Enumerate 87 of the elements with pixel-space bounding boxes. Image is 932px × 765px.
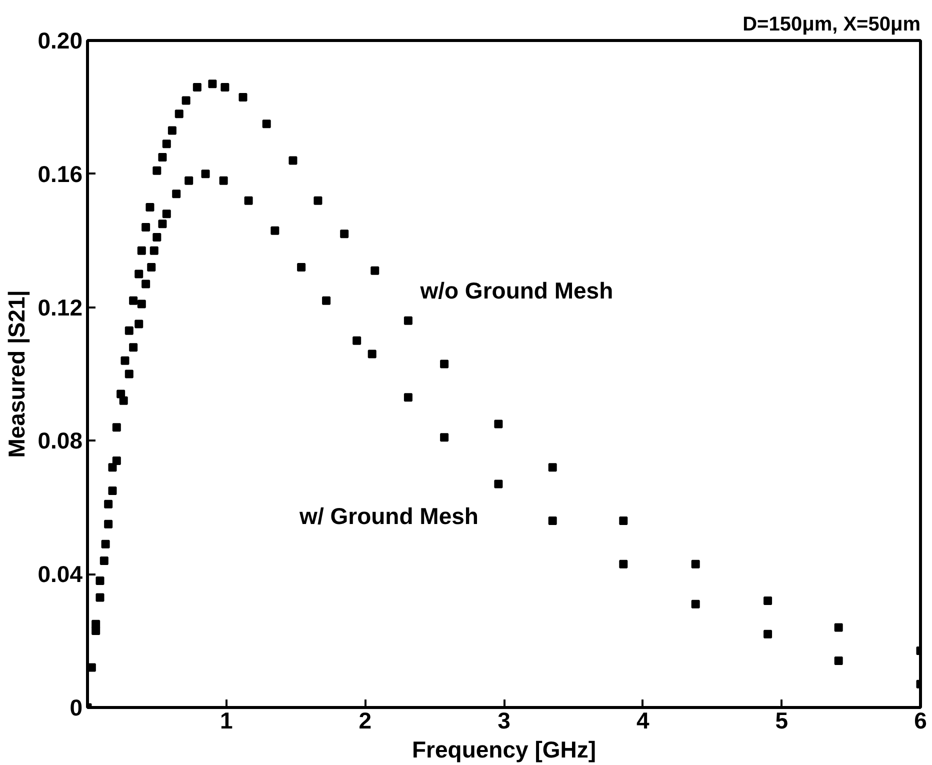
point [108, 463, 117, 472]
point [112, 456, 121, 465]
point [404, 316, 412, 325]
point [112, 423, 121, 432]
point [244, 196, 253, 205]
point [322, 296, 331, 305]
point [146, 203, 154, 212]
point [120, 356, 130, 365]
point [92, 626, 100, 636]
point [96, 593, 104, 602]
x-tick-label: 1 [220, 708, 233, 734]
point [370, 266, 380, 275]
point [691, 560, 700, 568]
point [124, 370, 134, 378]
series-label: w/o Ground Mesh [419, 278, 614, 304]
point [129, 343, 138, 352]
point [238, 92, 248, 102]
point [494, 420, 503, 428]
x-axis-title: Frequency [GHz] [412, 736, 596, 762]
y-tick-label: 0.08 [38, 428, 83, 454]
point [134, 270, 144, 278]
x-tick-label: 6 [914, 708, 927, 734]
point [314, 196, 322, 205]
point [162, 210, 171, 218]
point [297, 263, 306, 272]
point [208, 80, 217, 88]
point [152, 233, 162, 242]
point [100, 556, 108, 566]
point [104, 520, 113, 528]
x-tick-label: 3 [498, 708, 510, 734]
y-tick-label: 0.04 [38, 561, 83, 588]
x-tick-label: 5 [775, 708, 788, 734]
series-label: w/ Ground Mesh [298, 503, 478, 530]
point [219, 176, 228, 185]
y-tick-label: 0.20 [38, 28, 82, 54]
point [340, 230, 349, 238]
point [108, 486, 117, 495]
point [440, 360, 449, 368]
point [352, 336, 362, 345]
point [174, 110, 184, 118]
y-tick-label: 0.12 [38, 294, 82, 320]
point [142, 280, 150, 288]
point [184, 176, 194, 185]
point [162, 140, 171, 148]
point [152, 166, 162, 175]
y-tick-label: 0 [70, 694, 83, 720]
y-axis-title: Measured |S21| [4, 290, 31, 458]
point [129, 296, 138, 305]
point [119, 396, 128, 405]
point [619, 516, 628, 525]
point [270, 226, 280, 235]
point [691, 600, 700, 608]
x-tick-label: 2 [358, 708, 372, 734]
point [368, 350, 376, 358]
point [137, 246, 146, 255]
point [262, 120, 271, 128]
point [404, 393, 412, 402]
point [548, 516, 557, 525]
point [201, 170, 210, 178]
chart-title: D=150μm, X=50μm [742, 14, 921, 36]
point [440, 433, 449, 442]
point [834, 656, 843, 666]
point [834, 623, 843, 632]
point [101, 540, 110, 548]
point [548, 463, 557, 472]
point [288, 156, 298, 165]
point [96, 576, 104, 586]
x-tick-label: 4 [636, 708, 650, 734]
point [182, 96, 190, 105]
point [158, 220, 167, 228]
y-tick-label: 0.16 [38, 160, 82, 187]
point [150, 246, 158, 255]
point [220, 82, 230, 92]
point [192, 82, 202, 92]
point [764, 630, 772, 638]
point [494, 480, 503, 488]
point [158, 152, 167, 162]
point [142, 223, 150, 232]
point [104, 500, 113, 508]
point [172, 190, 181, 198]
point [764, 596, 772, 606]
point [137, 300, 146, 308]
point [134, 320, 144, 328]
point [147, 263, 156, 272]
point [124, 326, 134, 335]
point [168, 126, 176, 135]
point [619, 560, 628, 568]
